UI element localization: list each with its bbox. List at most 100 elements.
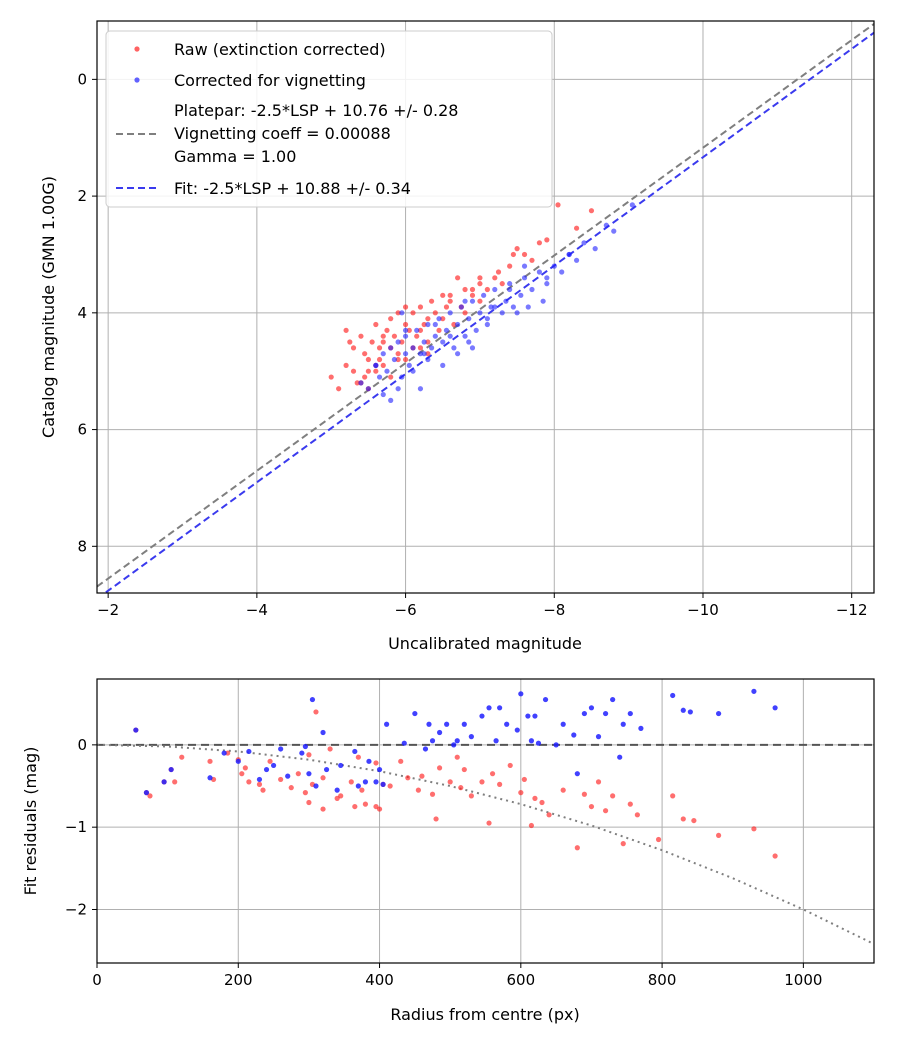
residuals-frame [96, 678, 875, 964]
calibration-corrected-point [466, 339, 472, 345]
calibration-corrected-point [573, 257, 580, 263]
residuals-raw-point [454, 754, 460, 760]
residuals-y-tick-label: −1 [65, 818, 87, 836]
calibration-raw-point [343, 362, 349, 368]
calibration-corrected-point [477, 310, 483, 316]
residuals-raw-point [398, 758, 404, 764]
calibration-raw-point [544, 237, 550, 243]
calibration-raw-point [443, 304, 450, 310]
residuals-raw-point [610, 793, 616, 799]
calibration-raw-point [384, 327, 390, 333]
residuals-raw-point [373, 803, 379, 810]
calibration-corrected-point [603, 222, 609, 228]
calibration-corrected-point [484, 321, 490, 328]
calibration-corrected-point [462, 333, 468, 339]
calibration-corrected-point [525, 304, 531, 310]
calibration-corrected-point [544, 275, 550, 281]
calibration-raw-point [428, 298, 435, 304]
residuals-raw-point [436, 765, 443, 771]
calibration-raw-point [402, 321, 409, 328]
calibration-corrected-point [481, 292, 487, 298]
calibration-corrected-point [388, 397, 394, 403]
residuals-raw-point [302, 790, 308, 796]
residuals-y-tick-label: −2 [65, 900, 87, 918]
residuals-raw-point [521, 776, 527, 783]
calibration-raw-point [447, 292, 453, 298]
residuals-raw-point [429, 791, 436, 797]
residuals-raw-point [634, 812, 640, 818]
calibration-y-tick-label: 0 [77, 70, 87, 88]
calibration-raw-point [395, 356, 401, 363]
residuals-raw-point [320, 806, 326, 812]
calibration-raw-point [380, 339, 386, 345]
calibration-raw-point [440, 316, 446, 322]
residuals-corrected-point [602, 710, 609, 717]
vignetting-model-curve [97, 743, 874, 945]
calibration-raw-point [447, 298, 453, 304]
calibration-corrected-point [421, 351, 427, 357]
residuals-corrected-point [384, 721, 390, 727]
calibration-raw-point [399, 339, 405, 345]
calibration-lines [97, 23, 874, 593]
calibration-raw-point [365, 356, 371, 363]
calibration-raw-point [425, 339, 431, 345]
residuals-raw-point [772, 853, 778, 859]
calibration-corrected-point [436, 316, 442, 322]
residuals-raw-point [691, 817, 697, 824]
calibration-corrected-point [428, 345, 435, 351]
calibration-y-tick-label: 6 [77, 421, 87, 439]
residuals-corrected-point [338, 762, 344, 769]
residuals-x-tick-label: 200 [224, 971, 253, 989]
calibration-corrected-point [384, 368, 390, 374]
residuals-x-tick-label: 800 [648, 971, 677, 989]
residuals-raw-point [560, 787, 566, 793]
residuals-corrected-point [680, 707, 686, 713]
calibration-raw-point [347, 339, 353, 345]
calibration-raw-point [573, 225, 580, 231]
calibration-raw-point [477, 275, 483, 281]
residuals-raw-point [620, 841, 626, 847]
calibration-corrected-point [421, 339, 427, 345]
residuals-corrected-point [263, 766, 270, 773]
calibration-corrected-point [391, 356, 398, 363]
calibration-y-axis-label: Catalog magnitude (GMN 1.00G) [39, 176, 58, 438]
calibration-corrected-point [518, 292, 524, 298]
calibration-raw-point [350, 345, 357, 351]
calibration-corrected-point [395, 386, 401, 392]
residuals-corrected-point [595, 734, 602, 740]
residuals-raw-point [528, 822, 535, 829]
calibration-corrected-point [399, 374, 405, 380]
residuals-raw-point [539, 799, 545, 806]
residuals-corrected-point [479, 713, 485, 719]
calibration-corrected-point [629, 202, 635, 208]
calibration-corrected-point [458, 304, 464, 310]
calibration-corrected-point [373, 362, 379, 368]
legend-platepar-line2: Vignetting coeff = 0.00088 [174, 124, 391, 143]
calibration-raw-point [462, 286, 468, 293]
residuals-corrected-point [207, 775, 213, 781]
calibration-raw-point [588, 208, 595, 214]
legend-fit-label: Fit: -2.5*LSP + 10.88 +/- 0.34 [174, 179, 411, 198]
residuals-raw-point [415, 787, 421, 793]
residuals-raw-point [655, 836, 662, 843]
residuals-corrected-point [588, 705, 595, 711]
residuals-raw-point [334, 795, 340, 801]
calibration-corrected-point [521, 275, 528, 281]
residuals-corrected-point [436, 729, 443, 736]
residuals-corrected-point [143, 790, 150, 796]
residuals-corrected-point [751, 688, 757, 694]
residuals-raw-point [373, 760, 379, 766]
calibration-raw-point [362, 374, 368, 380]
calibration-corrected-point [365, 386, 371, 392]
calibration-raw-point [391, 333, 398, 339]
calibration-corrected-point [473, 327, 479, 333]
calibration-raw-point [402, 304, 409, 310]
residuals-corrected-point [518, 691, 524, 697]
residuals-raw-point [239, 771, 245, 777]
residuals-raw-point [306, 799, 312, 806]
calibration-corrected-point [402, 333, 409, 339]
calibration-corrected-point [469, 298, 476, 304]
legend-platepar-line1: Platepar: -2.5*LSP + 10.76 +/- 0.28 [174, 101, 458, 120]
residuals-corrected-point [302, 743, 308, 750]
residuals-raw-point [574, 845, 580, 851]
